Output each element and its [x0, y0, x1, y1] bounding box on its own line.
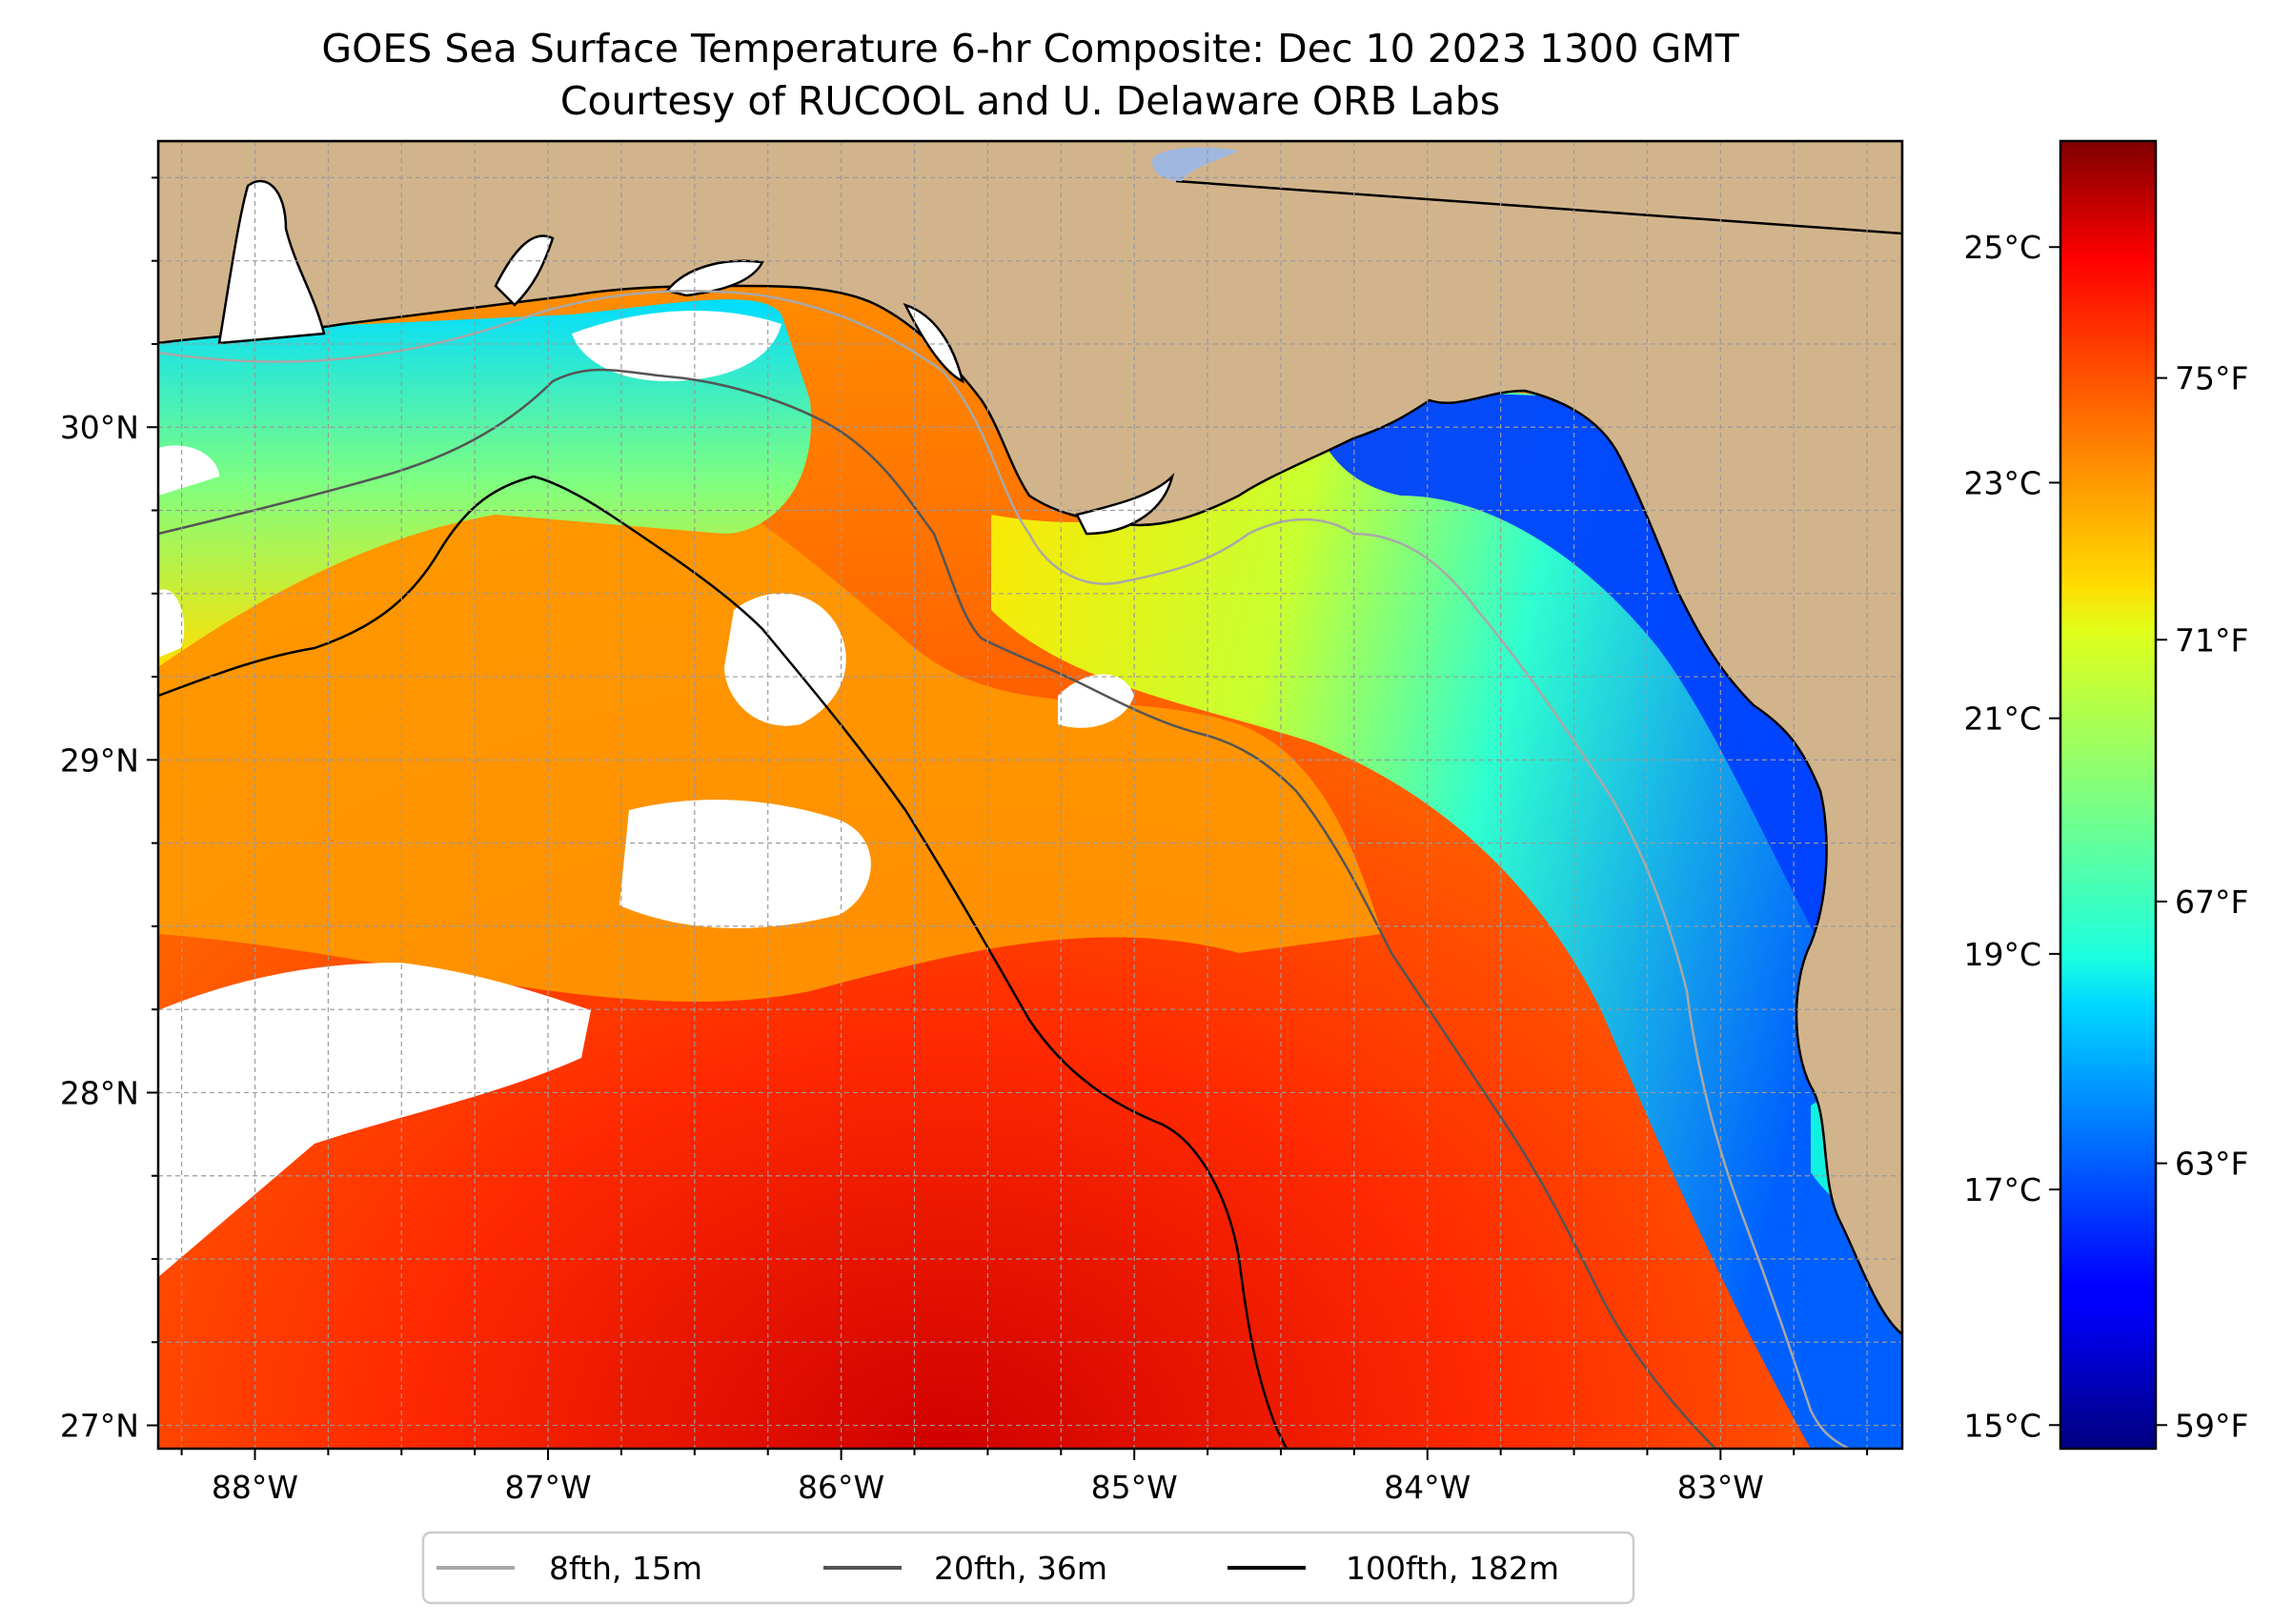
celsius-tick-label: 25°C [1963, 229, 2041, 266]
fahrenheit-tick-label: 59°F [2175, 1407, 2248, 1444]
latitude-axis: 27°N 28°N 29°N 30°N [60, 176, 158, 1445]
lat-tick-label: 27°N [60, 1408, 139, 1445]
fahrenheit-tick-label: 63°F [2175, 1146, 2248, 1183]
colorbar-gradient [2059, 139, 2158, 1451]
fahrenheit-tick-label: 75°F [2175, 360, 2248, 397]
lat-tick-label: 28°N [60, 1074, 139, 1111]
lake-seminole [1152, 147, 1239, 181]
celsius-tick-label: 17°C [1963, 1171, 2041, 1208]
fahrenheit-tick-label: 67°F [2175, 883, 2248, 921]
lon-tick-label: 88°W [212, 1469, 298, 1506]
longitude-axis: 88°W 87°W 86°W 85°W 84°W 83°W [180, 1449, 1869, 1506]
colorbar-celsius-axis: 15°C 17°C 19°C 21°C 23°C 25°C [1963, 229, 2060, 1444]
lat-tick-label: 29°N [60, 741, 139, 779]
state-boundary [1175, 179, 1902, 235]
celsius-tick-label: 21°C [1963, 700, 2041, 738]
legend-label-8fth: 8fth, 15m [549, 1550, 702, 1587]
graticule [158, 141, 1902, 1449]
isobath-legend: 8fth, 15m 20fth, 36m 100fth, 182m [421, 1531, 1635, 1605]
isobath-100fth [158, 475, 1289, 1449]
map-area [158, 141, 1902, 1449]
map-title-line2: Courtesy of RUCOOL and U. Delaware ORB L… [560, 78, 1500, 124]
colorbar-fahrenheit-axis: 59°F 63°F 67°F 71°F 75°F [2156, 360, 2248, 1444]
lat-tick-label: 30°N [60, 409, 139, 446]
celsius-tick-label: 15°C [1963, 1407, 2041, 1444]
celsius-tick-label: 23°C [1963, 464, 2041, 501]
legend-label-20fth: 20fth, 36m [934, 1550, 1107, 1587]
bays [217, 179, 1175, 536]
legend-box [421, 1531, 1635, 1605]
legend-label-100fth: 100fth, 182m [1346, 1550, 1559, 1587]
celsius-tick-label: 19°C [1963, 936, 2041, 973]
map-title-line1: GOES Sea Surface Temperature 6-hr Compos… [321, 26, 1739, 71]
lon-tick-label: 86°W [798, 1469, 884, 1506]
lon-tick-label: 84°W [1384, 1469, 1471, 1506]
lon-tick-label: 83°W [1677, 1469, 1764, 1506]
isobath-20fth [158, 368, 1716, 1449]
map-frame [156, 139, 1904, 1451]
no-data-patches [158, 311, 1134, 1277]
sst-north-shelf [158, 299, 812, 667]
isobath-8fth [158, 289, 1850, 1449]
lon-tick-label: 85°W [1091, 1469, 1178, 1506]
fahrenheit-tick-label: 71°F [2175, 621, 2248, 659]
colorbar: 15°C 17°C 19°C 21°C 23°C 25°C 59°F 63°F 67°F 71°… [1963, 139, 2248, 1451]
lon-tick-label: 87°W [504, 1469, 591, 1506]
